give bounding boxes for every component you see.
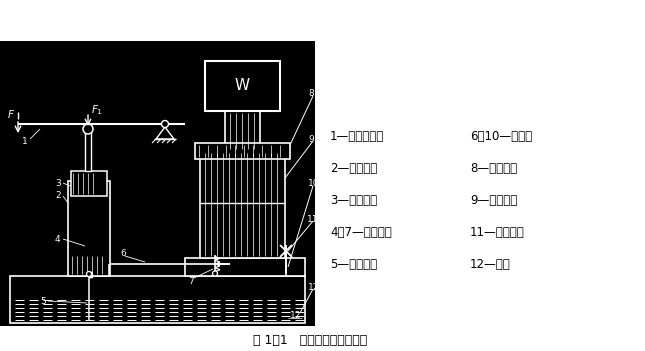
Bar <box>71 171 107 196</box>
Bar <box>10 276 305 323</box>
Bar <box>0 41 315 326</box>
Text: 11—截止阀；: 11—截止阀； <box>470 225 525 238</box>
Bar <box>195 143 290 159</box>
Bar <box>205 61 280 111</box>
Text: 4: 4 <box>55 234 61 244</box>
Bar <box>185 258 305 276</box>
Polygon shape <box>156 127 174 139</box>
Text: 5: 5 <box>40 297 46 305</box>
Bar <box>225 111 260 151</box>
Bar <box>68 181 110 276</box>
Text: 2—小缸体；: 2—小缸体； <box>330 161 377 174</box>
Text: 9: 9 <box>308 134 313 144</box>
Text: 12—油箱: 12—油箱 <box>470 258 511 271</box>
Text: 8: 8 <box>308 90 313 99</box>
Circle shape <box>86 272 92 277</box>
Text: 1—杠杆手柄；: 1—杠杆手柄； <box>330 130 384 143</box>
Text: 5—吸油管；: 5—吸油管； <box>330 258 377 271</box>
Text: W: W <box>235 79 250 93</box>
Circle shape <box>83 124 93 134</box>
Text: F: F <box>8 110 14 120</box>
Text: 2: 2 <box>55 192 61 200</box>
Text: 9—大缸体；: 9—大缸体； <box>470 193 517 206</box>
Text: 6: 6 <box>120 250 126 258</box>
Text: 4、7—单向阀；: 4、7—单向阀； <box>330 225 392 238</box>
Bar <box>200 151 285 258</box>
Text: 图 1－1   液压千斤顶工作原理: 图 1－1 液压千斤顶工作原理 <box>253 335 367 347</box>
Bar <box>315 41 645 326</box>
Text: 12: 12 <box>290 311 301 319</box>
Circle shape <box>161 120 168 127</box>
Circle shape <box>212 271 217 276</box>
Text: $F_1$: $F_1$ <box>91 103 103 117</box>
Text: 3: 3 <box>55 179 61 187</box>
Text: 12: 12 <box>308 283 319 291</box>
Text: 1: 1 <box>22 138 28 146</box>
Bar <box>85 129 91 171</box>
Text: 11: 11 <box>307 214 319 224</box>
Text: 7: 7 <box>188 278 194 286</box>
Text: 10: 10 <box>308 179 319 188</box>
Text: 8—大活塞；: 8—大活塞； <box>470 161 517 174</box>
Text: 6、10—管道；: 6、10—管道； <box>470 130 532 143</box>
Text: 3—小活塞；: 3—小活塞； <box>330 193 377 206</box>
Bar <box>0 326 645 351</box>
